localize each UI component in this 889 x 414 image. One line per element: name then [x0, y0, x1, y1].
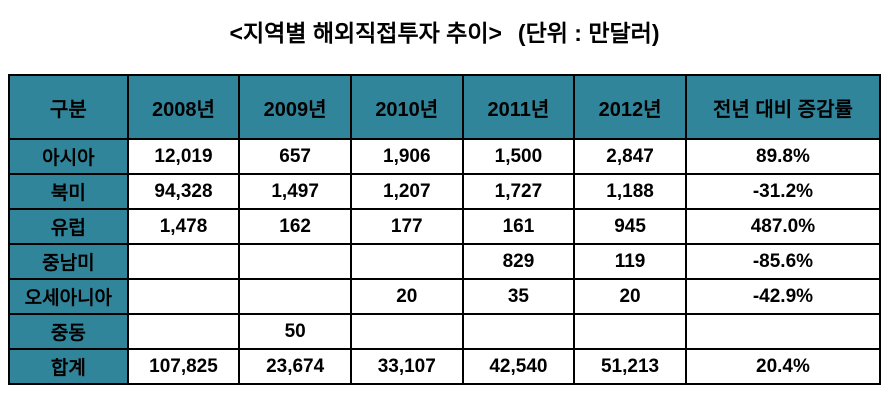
row-label: 합계	[8, 348, 129, 385]
row-label: 오세아니아	[8, 278, 129, 315]
data-cell: 20	[573, 278, 687, 315]
table-row-latin-america: 중남미 829 119 -85.6%	[8, 243, 882, 280]
data-cell: 2,847	[573, 138, 687, 175]
header-cell-2010: 2010년	[349, 74, 464, 140]
data-cell	[461, 313, 576, 350]
table-title-main: <지역별 해외직접투자 추이>	[229, 20, 502, 46]
data-cell: 107,825	[126, 348, 241, 385]
row-label: 중남미	[8, 243, 129, 280]
data-cell: 1,478	[126, 208, 241, 245]
data-cell: -85.6%	[684, 243, 882, 280]
table-row-total: 합계 107,825 23,674 33,107 42,540 51,213 2…	[8, 348, 882, 385]
data-cell: 33,107	[349, 348, 464, 385]
data-cell	[238, 243, 352, 280]
row-label: 아시아	[8, 138, 129, 175]
data-cell: 487.0%	[684, 208, 882, 245]
data-cell: -31.2%	[684, 173, 882, 210]
data-cell: 23,674	[238, 348, 352, 385]
header-cell-2012: 2012년	[573, 74, 687, 140]
data-cell: 1,906	[349, 138, 464, 175]
header-cell-2009: 2009년	[238, 74, 352, 140]
row-label: 중동	[8, 313, 129, 350]
data-cell: 20.4%	[684, 348, 882, 385]
data-cell	[126, 243, 241, 280]
data-cell: 51,213	[573, 348, 687, 385]
table-row-oceania: 오세아니아 20 35 20 -42.9%	[8, 278, 882, 315]
data-cell: 1,500	[461, 138, 576, 175]
table-row-asia: 아시아 12,019 657 1,906 1,500 2,847 89.8%	[8, 138, 882, 175]
data-cell: 1,207	[349, 173, 464, 210]
data-cell	[238, 278, 352, 315]
document-page: <지역별 해외직접투자 추이> (단위 : 만달러) 구분 2008년 2009…	[0, 14, 889, 385]
data-cell	[126, 313, 241, 350]
data-cell: 657	[238, 138, 352, 175]
row-label: 유럽	[8, 208, 129, 245]
table-row-middle-east: 중동 50	[8, 313, 882, 350]
table-title-unit: (단위 : 만달러)	[517, 20, 660, 46]
data-cell	[684, 313, 882, 350]
header-cell-category: 구분	[8, 74, 129, 140]
header-cell-2008: 2008년	[126, 74, 241, 140]
data-cell: 161	[461, 208, 576, 245]
data-cell: 829	[461, 243, 576, 280]
data-cell	[126, 278, 241, 315]
data-cell: 12,019	[126, 138, 241, 175]
data-cell: 945	[573, 208, 687, 245]
row-label: 북미	[8, 173, 129, 210]
data-cell: 1,727	[461, 173, 576, 210]
data-cell	[573, 313, 687, 350]
header-cell-2011: 2011년	[461, 74, 576, 140]
data-cell: 94,328	[126, 173, 241, 210]
table-title: <지역별 해외직접투자 추이> (단위 : 만달러)	[0, 14, 889, 48]
data-cell: 89.8%	[684, 138, 882, 175]
table-header-row: 구분 2008년 2009년 2010년 2011년 2012년 전년 대비 증…	[8, 74, 882, 140]
data-cell: 162	[238, 208, 352, 245]
data-cell: 119	[573, 243, 687, 280]
data-cell: 35	[461, 278, 576, 315]
data-cell: -42.9%	[684, 278, 882, 315]
data-cell: 42,540	[461, 348, 576, 385]
data-cell: 50	[238, 313, 352, 350]
data-cell: 1,497	[238, 173, 352, 210]
data-cell	[349, 313, 464, 350]
data-cell: 1,188	[573, 173, 687, 210]
fdi-table: 구분 2008년 2009년 2010년 2011년 2012년 전년 대비 증…	[8, 74, 882, 385]
header-cell-yoy-change: 전년 대비 증감률	[684, 74, 882, 140]
data-cell: 177	[349, 208, 464, 245]
table-row-north-america: 북미 94,328 1,497 1,207 1,727 1,188 -31.2%	[8, 173, 882, 210]
data-cell: 20	[349, 278, 464, 315]
table-row-europe: 유럽 1,478 162 177 161 945 487.0%	[8, 208, 882, 245]
data-cell	[349, 243, 464, 280]
